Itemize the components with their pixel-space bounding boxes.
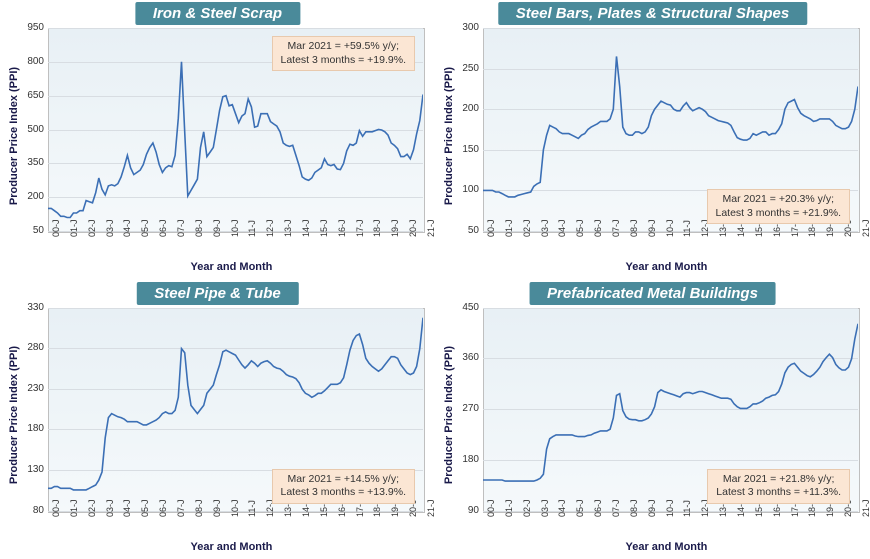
y-tick: 450 (449, 302, 479, 313)
x-axis-label: Year and Month (626, 541, 708, 553)
x-axis-label: Year and Month (191, 541, 273, 553)
panel-steel-bars-plates: Steel Bars, Plates & Structural Shapes 50… (435, 0, 870, 280)
x-axis-label: Year and Month (191, 261, 273, 273)
x-tick: 21-J (861, 219, 870, 237)
y-tick: 950 (14, 22, 44, 33)
y-tick: 800 (14, 56, 44, 67)
annotation-box: Mar 2021 = +20.3% y/y; Latest 3 months = … (707, 189, 851, 224)
chart-title: Prefabricated Metal Buildings (529, 282, 776, 305)
y-tick: 300 (449, 22, 479, 33)
x-axis-label: Year and Month (626, 261, 708, 273)
anno-line2: Latest 3 months = +11.3%. (716, 486, 841, 498)
data-line (48, 317, 423, 489)
y-tick: 90 (449, 505, 479, 516)
annotation-box: Mar 2021 = +59.5% y/y; Latest 3 months = … (272, 36, 416, 71)
anno-line1: Mar 2021 = +21.8% y/y; (723, 473, 834, 485)
anno-line2: Latest 3 months = +13.9%. (281, 486, 407, 498)
y-tick: 330 (14, 302, 44, 313)
panel-prefab-metal-buildings: Prefabricated Metal Buildings90180270360… (435, 280, 870, 559)
panel-iron-steel-scrap: Iron & Steel Scrap5020035050065080095000… (0, 0, 435, 280)
anno-line1: Mar 2021 = +59.5% y/y; (288, 40, 399, 52)
annotation-box: Mar 2021 = +14.5% y/y;Latest 3 months = … (272, 469, 416, 504)
anno-line1: Mar 2021 = +14.5% y/y; (288, 473, 399, 485)
anno-line2: Latest 3 months = +21.9%. (716, 207, 842, 219)
panel-steel-pipe-tube: Steel Pipe & Tube8013018023028033000-J01… (0, 280, 435, 559)
y-axis-label: Producer Price Index (PPI) (443, 346, 455, 484)
y-axis-label: Producer Price Index (PPI) (8, 66, 20, 204)
y-tick: 50 (14, 225, 44, 236)
y-axis-label: Producer Price Index (PPI) (443, 66, 455, 204)
y-axis-label: Producer Price Index (PPI) (8, 346, 20, 484)
y-tick: 50 (449, 225, 479, 236)
y-tick: 80 (14, 505, 44, 516)
anno-line2: Latest 3 months = +19.9%. (281, 54, 407, 66)
chart-title: Steel Bars, Plates & Structural Shapes (498, 2, 807, 25)
chart-title: Iron & Steel Scrap (135, 2, 300, 25)
annotation-box: Mar 2021 = +21.8% y/y;Latest 3 months = … (707, 469, 850, 504)
chart-title: Steel Pipe & Tube (136, 282, 298, 305)
chart-grid: Iron & Steel Scrap5020035050065080095000… (0, 0, 870, 559)
anno-line1: Mar 2021 = +20.3% y/y; (723, 193, 834, 205)
data-line (48, 62, 423, 218)
data-line (483, 56, 858, 197)
data-line (483, 323, 858, 480)
x-tick: 21-J (861, 499, 870, 517)
